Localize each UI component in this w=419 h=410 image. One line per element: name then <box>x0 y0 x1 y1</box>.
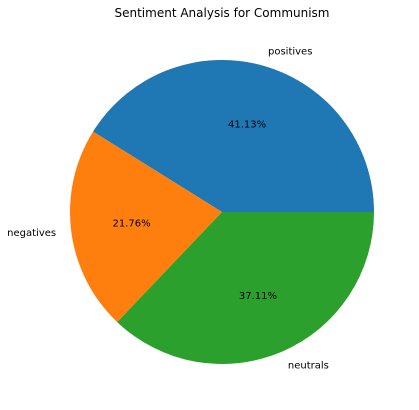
pct-label-neutrals: 37.11% <box>239 291 277 302</box>
pie-slices <box>70 60 374 364</box>
pct-label-negatives: 21.76% <box>112 218 150 229</box>
pie-slice-neutrals <box>117 212 374 364</box>
pie-labels: positives 41.13% negatives 21.76% neutrals 37… <box>7 46 329 371</box>
slice-label-positives: positives <box>268 46 312 57</box>
pct-label-positives: 41.13% <box>228 119 266 130</box>
slice-label-negatives: negatives <box>7 228 56 239</box>
chart-title: Sentiment Analysis for Communism <box>115 6 330 20</box>
slice-label-neutrals: neutrals <box>288 361 329 372</box>
pie-slice-negatives <box>70 131 223 323</box>
pie-slice-positives <box>93 60 374 212</box>
